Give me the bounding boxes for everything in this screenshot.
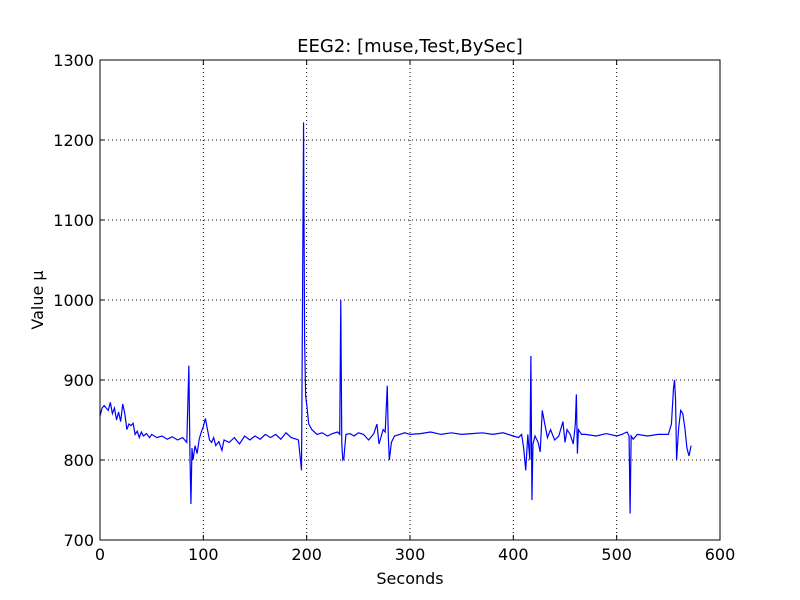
plot-area: 700 800 900 1000 1100 1200 1300 0 100 200 300 400 50… <box>53 51 735 564</box>
x-tick-label: 500 <box>601 545 632 564</box>
x-tick-label: 600 <box>705 545 736 564</box>
y-tick-label: 1000 <box>53 291 94 310</box>
chart-title: EEG2: [muse,Test,BySec] <box>297 36 523 57</box>
y-tick-label: 700 <box>63 531 94 550</box>
y-tick-label: 800 <box>63 451 94 470</box>
x-tick-label: 200 <box>291 545 322 564</box>
x-tick-label: 400 <box>498 545 529 564</box>
y-axis-label: Value µ <box>28 270 47 329</box>
y-tick-label: 900 <box>63 371 94 390</box>
x-axis-label: Seconds <box>376 569 443 588</box>
x-tick-label: 0 <box>95 545 105 564</box>
x-tick-label: 300 <box>395 545 426 564</box>
x-tick-label: 100 <box>188 545 219 564</box>
y-tick-label: 1200 <box>53 131 94 150</box>
y-tick-label: 1300 <box>53 51 94 70</box>
y-tick-label: 1100 <box>53 211 94 230</box>
plot-frame <box>99 59 721 541</box>
data-line <box>99 122 692 514</box>
